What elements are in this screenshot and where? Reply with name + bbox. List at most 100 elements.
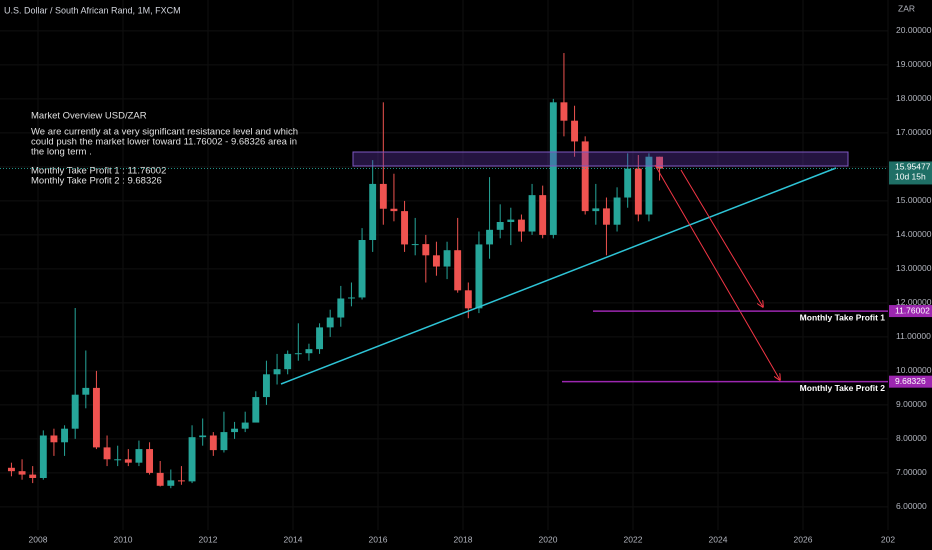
candle-body — [135, 449, 143, 463]
candle-body — [401, 211, 409, 245]
candle-body — [592, 208, 600, 212]
candle-body — [326, 317, 334, 328]
last-price-box — [889, 161, 932, 185]
candle-body — [29, 474, 37, 478]
y-tick-label: 7.00000 — [896, 467, 927, 477]
candle-body — [220, 432, 228, 451]
candle-body — [411, 244, 419, 246]
x-tick-label: 2014 — [284, 534, 303, 544]
arrow — [680, 169, 763, 307]
x-tick-label: 2022 — [624, 534, 643, 544]
candle-body — [369, 183, 377, 241]
arrow — [654, 164, 780, 380]
candle-body — [61, 428, 69, 443]
candle-body — [656, 156, 664, 169]
candle-body — [581, 141, 589, 212]
x-tick-label: 2026 — [794, 534, 813, 544]
candle-body — [167, 480, 175, 486]
x-tick-label: 2018 — [454, 534, 473, 544]
candle-body — [602, 208, 610, 225]
candle-body — [177, 480, 185, 482]
candle-body — [209, 435, 217, 451]
candle-body — [39, 435, 47, 478]
candle-body — [475, 244, 483, 309]
x-tick-label: 2016 — [369, 534, 388, 544]
y-tick-label: 11.00000 — [896, 331, 931, 341]
trend-line — [280, 167, 837, 385]
candle-body — [124, 459, 132, 463]
y-tick-label: 8.00000 — [896, 433, 927, 443]
x-tick-label: 2008 — [29, 534, 48, 544]
candle-body — [496, 221, 504, 230]
y-tick-label: 18.00000 — [896, 93, 932, 103]
note-line: Monthly Take Profit 1 : 11.76002 — [31, 166, 166, 177]
note-line: could push the market lower toward 11.76… — [31, 137, 297, 148]
candle-body — [337, 298, 345, 318]
candle-body — [273, 369, 281, 375]
candle-body — [71, 394, 79, 429]
y-tick-label: 6.00000 — [896, 501, 927, 511]
candle-body — [390, 208, 398, 212]
x-tick-label: 2010 — [114, 534, 133, 544]
target-price: 9.68326 — [895, 376, 926, 386]
last-price-label: 15.95477 — [895, 162, 931, 172]
candle-body — [146, 449, 154, 473]
resistance-zone — [352, 151, 849, 167]
candle-body — [422, 244, 430, 256]
target-name: Monthly Take Profit 2 — [800, 383, 886, 393]
y-tick-label: 15.00000 — [896, 195, 932, 205]
candle-body — [571, 120, 579, 142]
y-tick-label: 9.00000 — [896, 399, 927, 409]
plot-area — [0, 0, 889, 530]
candle-body — [188, 437, 196, 482]
note-line: Monthly Take Profit 2 : 9.68326 — [31, 176, 162, 187]
y-tick-label: 20.00000 — [896, 25, 932, 35]
candle-body — [199, 435, 207, 438]
candle-body — [252, 397, 260, 423]
y-tick-label: 14.00000 — [896, 229, 932, 239]
target-box — [889, 305, 932, 318]
candle-body — [624, 168, 632, 198]
chart-title: U.S. Dollar / South African Rand, 1M, FX… — [4, 5, 181, 15]
candle-body — [539, 195, 547, 235]
candle-body — [464, 290, 472, 309]
candle-body — [486, 229, 494, 245]
candle-body — [82, 387, 90, 395]
candle-body — [18, 471, 26, 475]
candle-body — [634, 168, 642, 215]
y-tick-label: 19.00000 — [896, 59, 932, 69]
target-name: Monthly Take Profit 1 — [800, 312, 886, 322]
y-tick-label: 12.00000 — [896, 297, 932, 307]
note-line: the long term . — [31, 147, 92, 158]
target-price: 11.76002 — [895, 305, 930, 315]
note-line: We are currently at a very significant r… — [31, 127, 298, 138]
candle-body — [294, 353, 302, 355]
candle-body — [241, 422, 249, 429]
x-tick-label: 2012 — [199, 534, 218, 544]
candle-body — [645, 156, 653, 215]
candle-body — [156, 472, 164, 486]
candle-body — [432, 255, 440, 267]
candle-body — [454, 250, 462, 291]
candle-body — [262, 374, 270, 398]
candle-body — [379, 183, 387, 209]
candle-body — [316, 327, 324, 350]
candle-body — [347, 297, 355, 299]
y-tick-label: 13.00000 — [896, 263, 932, 273]
candle-body — [560, 102, 568, 121]
candle-body — [358, 240, 366, 298]
currency: ZAR — [898, 3, 915, 13]
candle-body — [231, 428, 239, 433]
y-tick-label: 10.00000 — [896, 365, 932, 375]
candle-body — [528, 195, 536, 232]
target-box — [889, 375, 932, 388]
note-title: Market Overview USD/ZAR — [31, 111, 147, 122]
y-tick-label: 17.00000 — [896, 127, 932, 137]
x-tick-label: 2020 — [539, 534, 558, 544]
candle-body — [7, 467, 15, 472]
candle-body — [507, 219, 515, 222]
candle-body — [103, 447, 111, 460]
candle-body — [284, 353, 292, 370]
candle-body — [92, 387, 100, 448]
